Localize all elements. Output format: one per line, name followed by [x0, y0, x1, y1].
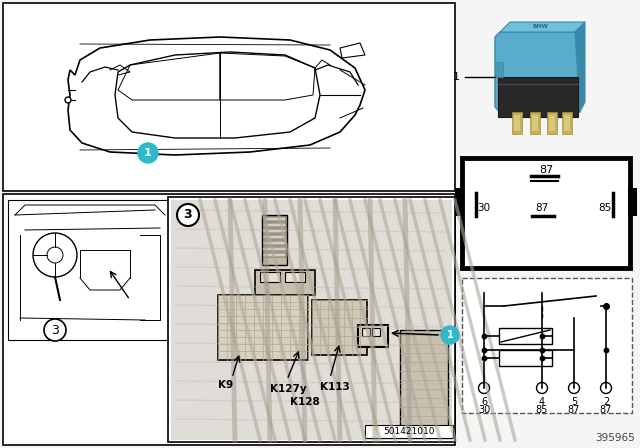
Bar [263, 223, 286, 227]
Text: 395965: 395965 [595, 433, 635, 443]
Bar [312, 300, 367, 355]
Bar [255, 270, 315, 295]
Circle shape [177, 204, 199, 226]
Text: 4: 4 [539, 397, 545, 407]
Bar [628, 188, 637, 216]
Bar [498, 77, 578, 117]
Bar [263, 235, 286, 239]
Text: 5: 5 [571, 397, 577, 407]
Bar [263, 241, 286, 245]
Text: BMW: BMW [532, 23, 548, 29]
Text: K113: K113 [320, 382, 349, 392]
Circle shape [568, 383, 579, 393]
Bar [263, 217, 286, 221]
Bar [530, 112, 540, 134]
Bar [562, 112, 572, 134]
Circle shape [536, 383, 547, 393]
Bar [263, 229, 286, 233]
Bar [262, 215, 287, 265]
Text: 85: 85 [598, 203, 612, 213]
Polygon shape [495, 32, 580, 112]
Bar [499, 350, 552, 366]
Text: 501421010: 501421010 [383, 427, 435, 436]
Text: 87: 87 [568, 405, 580, 415]
Text: 87: 87 [536, 203, 548, 213]
Text: 30: 30 [478, 405, 490, 415]
Circle shape [44, 319, 66, 341]
Bar [455, 188, 464, 216]
Bar [8, 200, 168, 340]
Text: K9: K9 [218, 380, 233, 390]
Text: 2: 2 [603, 397, 609, 407]
Bar [358, 325, 388, 347]
Bar [263, 253, 286, 257]
Bar [168, 197, 455, 442]
Bar [547, 112, 557, 134]
Bar [512, 112, 522, 134]
Circle shape [600, 383, 611, 393]
Text: 1: 1 [144, 148, 152, 158]
Circle shape [479, 383, 490, 393]
Bar [218, 295, 308, 360]
Bar [514, 115, 520, 131]
Bar [171, 200, 452, 440]
Polygon shape [575, 22, 585, 112]
Text: 85: 85 [536, 405, 548, 415]
Text: 3: 3 [51, 323, 59, 336]
Bar [400, 330, 448, 430]
Bar [362, 328, 370, 336]
Bar [260, 272, 280, 282]
Bar [3, 3, 455, 191]
Text: 87: 87 [600, 405, 612, 415]
Text: K128: K128 [290, 397, 320, 407]
Text: 3: 3 [184, 208, 192, 221]
Circle shape [65, 97, 71, 103]
Circle shape [138, 143, 158, 163]
Bar [499, 328, 552, 344]
Text: 1: 1 [453, 72, 460, 82]
Text: 87: 87 [539, 165, 553, 175]
Bar [462, 158, 630, 268]
Bar [3, 194, 455, 445]
Bar [532, 115, 538, 131]
Bar [285, 272, 305, 282]
Bar [462, 278, 632, 413]
Bar [365, 425, 453, 438]
Bar [263, 247, 286, 251]
Bar [549, 115, 555, 131]
Polygon shape [500, 22, 585, 32]
Bar [372, 328, 380, 336]
Circle shape [441, 326, 459, 344]
Bar [564, 115, 570, 131]
Bar [495, 62, 503, 77]
Text: 1: 1 [447, 330, 453, 340]
Text: 6: 6 [481, 397, 487, 407]
Text: K127y: K127y [270, 384, 307, 394]
Text: 30: 30 [477, 203, 491, 213]
